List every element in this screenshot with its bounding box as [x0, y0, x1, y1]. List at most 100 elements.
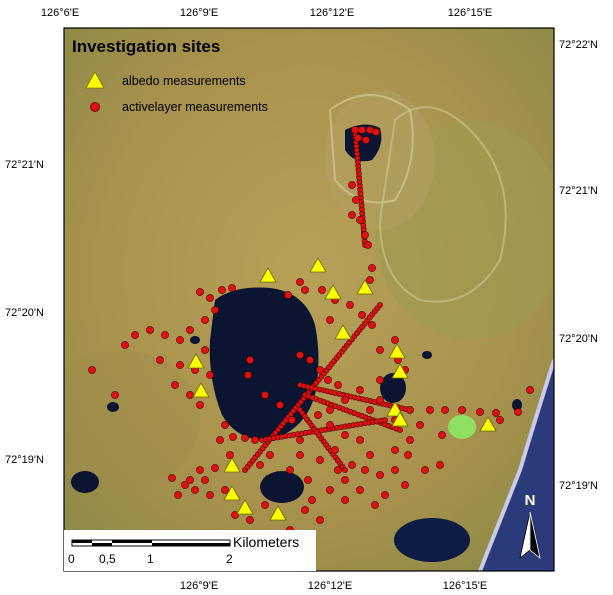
activelayer-point	[376, 396, 384, 404]
activelayer-point	[372, 128, 380, 136]
activelayer-point	[316, 456, 324, 464]
left-lat-label: 72°19'N	[5, 454, 44, 466]
legend: Investigation sites albedo measurements …	[72, 37, 268, 114]
activelayer-point	[514, 408, 522, 416]
activelayer-point	[326, 421, 334, 429]
main-lake	[209, 287, 319, 441]
scale-segment	[92, 543, 112, 546]
activelayer-point	[174, 491, 182, 499]
activelayer-point	[246, 356, 254, 364]
activelayer-point	[186, 476, 194, 484]
left-lat-label: 72°20'N	[5, 307, 44, 319]
activelayer-point	[196, 401, 204, 409]
activelayer-point	[377, 302, 383, 308]
albedo-point	[356, 279, 374, 295]
activelayer-point	[376, 471, 384, 479]
activelayer-point	[358, 126, 366, 134]
activelayer-point	[324, 376, 332, 384]
activelayer-point	[88, 366, 96, 374]
activelayer-point	[316, 366, 324, 374]
activelayer-point	[376, 376, 384, 384]
activelayer-point	[111, 391, 119, 399]
activelayer-point	[316, 516, 324, 524]
albedo-point	[391, 411, 409, 427]
activelayer-point	[196, 288, 204, 296]
activelayer-point	[341, 476, 349, 484]
activelayer-point	[326, 316, 334, 324]
legend-title: Investigation sites	[72, 37, 220, 56]
activelayer-point	[358, 311, 366, 319]
activelayer-point	[176, 336, 184, 344]
eastern-lake	[380, 373, 406, 403]
small-pond	[107, 402, 119, 412]
activelayer-point	[326, 406, 334, 414]
activelayer-point	[426, 406, 434, 414]
activelayer-point	[356, 216, 364, 224]
activelayer-point	[366, 406, 374, 414]
activelayer-point	[301, 506, 309, 514]
activelayer-point	[288, 416, 296, 424]
activelayer-point	[276, 401, 284, 409]
activelayer-point	[211, 464, 219, 472]
activelayer-point	[351, 126, 359, 134]
activelayer-point	[401, 481, 409, 489]
activelayer-point	[381, 491, 389, 499]
albedo-point	[223, 485, 241, 501]
albedo-point	[187, 353, 205, 369]
activelayer-point	[342, 467, 348, 473]
activelayer-point	[404, 451, 412, 459]
activelayer-point	[364, 241, 372, 249]
activelayer-point	[186, 326, 194, 334]
activelayer-point	[406, 406, 414, 414]
sea-area	[480, 360, 554, 571]
activelayer-point	[131, 331, 139, 339]
activelayer-point	[356, 386, 364, 394]
activelayer-point	[421, 466, 429, 474]
right-lat-label: 72°20'N	[559, 333, 598, 345]
activelayer-legend-label: activelayer measurements	[122, 100, 268, 114]
activelayer-point	[368, 264, 376, 272]
activelayer-point	[296, 436, 304, 444]
activelayer-point	[356, 436, 364, 444]
bottom-lon-label: 126°12'E	[308, 580, 352, 592]
activelayer-point	[348, 211, 356, 219]
activelayer-markers	[88, 126, 534, 534]
activelayer-point	[181, 481, 189, 489]
scale-label: 1	[147, 552, 154, 566]
top-lon-label: 126°6'E	[41, 7, 79, 19]
coordinate-labels: 126°6'E 126°9'E 126°12'E 126°15'E 126°9'…	[5, 7, 598, 592]
activelayer-point	[476, 408, 484, 416]
small-pond	[512, 399, 522, 411]
top-lon-label: 126°9'E	[180, 7, 218, 19]
top-lon-label: 126°15'E	[448, 7, 492, 19]
activelayer-point	[196, 466, 204, 474]
bottom-lon-label: 126°15'E	[443, 580, 487, 592]
albedo-point	[479, 416, 497, 432]
activelayer-point	[382, 417, 388, 423]
activelayer-point	[218, 286, 226, 294]
activelayer-point	[436, 461, 444, 469]
activelayer-point	[244, 371, 252, 379]
scale-bar: Kilometers 0 0,5 1 2	[64, 530, 316, 571]
albedo-point	[334, 324, 352, 340]
activelayer-point	[201, 346, 209, 354]
activelayer-point	[391, 466, 399, 474]
activelayer-point	[356, 486, 364, 494]
activelayer-point	[201, 476, 209, 484]
activelayer-point	[206, 491, 214, 499]
activelayer-point	[391, 336, 399, 344]
activelayer-point	[251, 436, 259, 444]
activelayer-point	[146, 326, 154, 334]
activelayer-point	[231, 511, 239, 519]
right-lat-label: 72°22'N	[559, 39, 598, 51]
small-pond	[422, 351, 432, 359]
albedo-point	[259, 267, 277, 283]
activelayer-point	[121, 341, 129, 349]
activelayer-point	[376, 346, 384, 354]
albedo-point	[192, 382, 210, 398]
scale-segment	[112, 540, 152, 543]
scale-unit-label: Kilometers	[233, 534, 299, 550]
scale-label: 2	[226, 552, 233, 566]
scale-label: 0,5	[99, 552, 116, 566]
